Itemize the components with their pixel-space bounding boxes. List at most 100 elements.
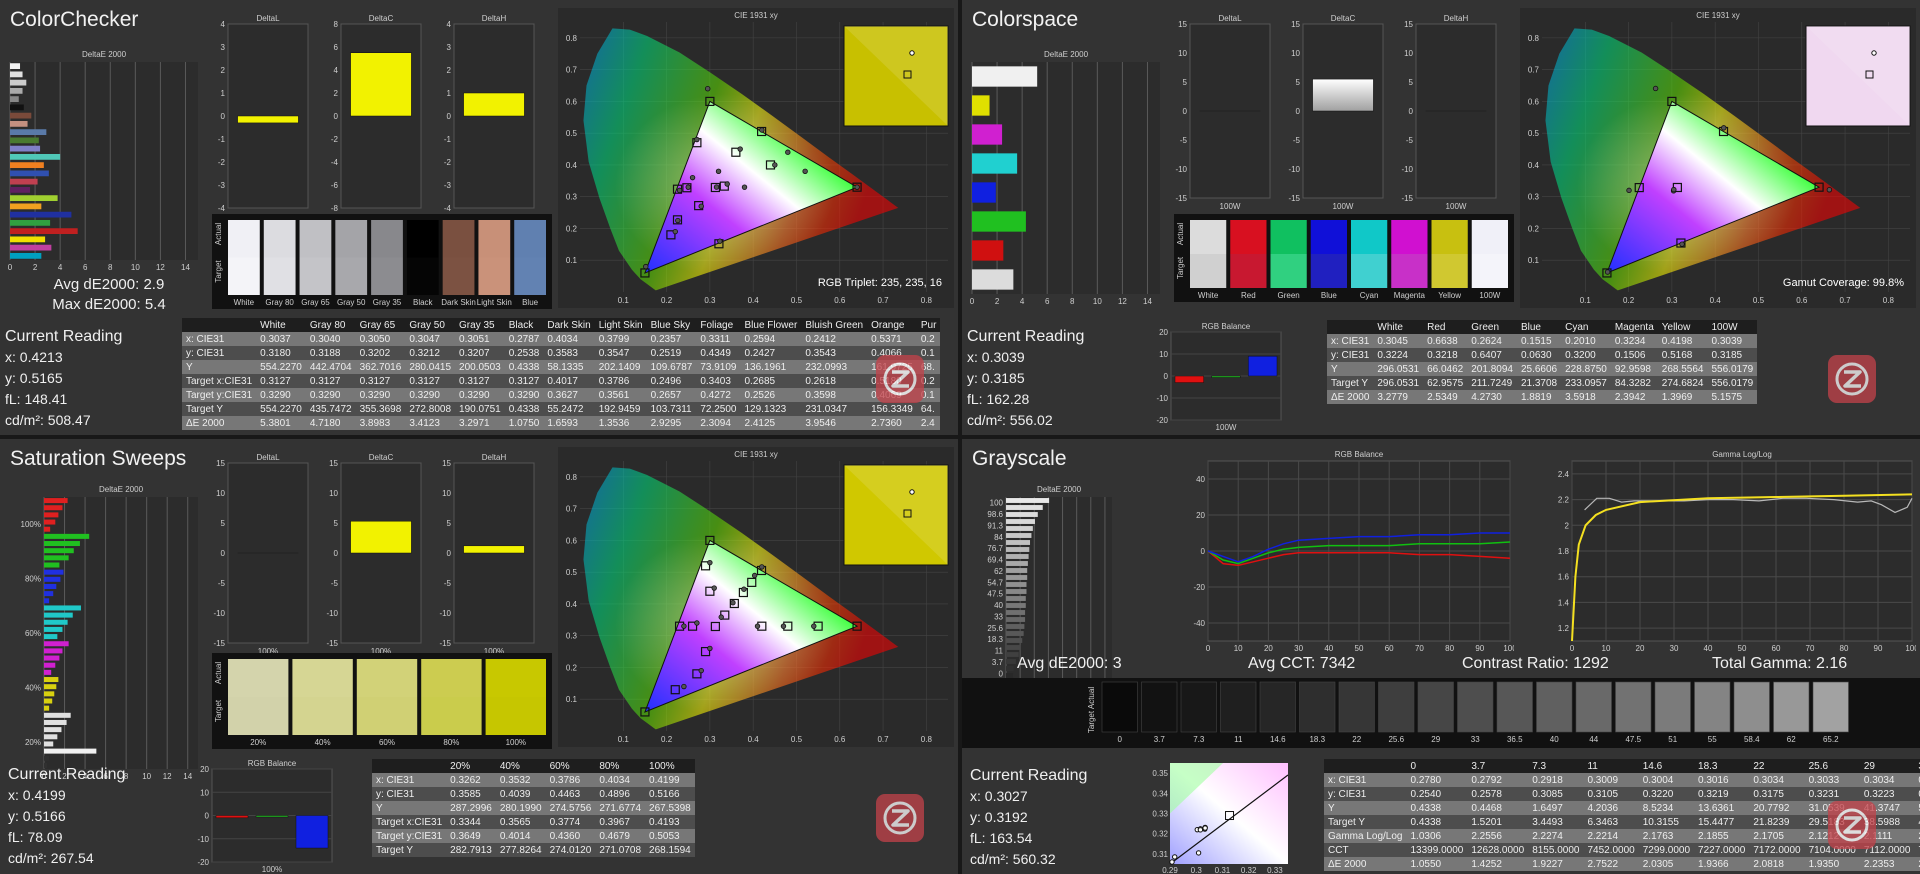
y-tick-label: 0.31 [1152, 850, 1168, 859]
table-cell: 287.2996 [450, 802, 492, 814]
target-marker [700, 646, 711, 657]
table-cell: 233.0957 [1565, 377, 1607, 389]
table-cell: 0.3180 [260, 347, 291, 359]
table-cell: 156.3349 [871, 403, 913, 415]
x-tick-label: 10 [1602, 644, 1611, 653]
x-tick-label: 0.4 [748, 735, 760, 744]
logo-z [1843, 370, 1862, 388]
y-tick-label: -4 [444, 204, 452, 212]
table-cell: 2.2214 [1587, 830, 1619, 842]
column-header: 80% [599, 760, 620, 772]
x-tick-label: 0.3 [704, 735, 716, 744]
deltae-bar [1006, 638, 1023, 643]
table-cell: 271.6774 [599, 802, 642, 814]
table-cell: 66.0462 [1427, 363, 1464, 375]
reading-fl: fL: 78.09 [8, 829, 63, 845]
gray-swatch-label: 25.6 [1388, 735, 1404, 744]
gray-swatch [1338, 681, 1375, 733]
x-tick-label: 0.4 [1710, 296, 1722, 305]
actual-marker [1626, 187, 1632, 194]
swatch-target [292, 697, 353, 735]
deltae-bar [44, 655, 60, 661]
table-cell: 2.2274 [1532, 830, 1563, 842]
deltae-bar [1006, 652, 1019, 657]
cie-chart[interactable]: CIE 1931 xy 0.1 0.2 0.3 0.4 0.5 0.6 0.7 0.8 0.1 0.… [558, 447, 954, 747]
logo-watermark [1828, 355, 1876, 403]
deltae-bar [44, 648, 63, 654]
table-cell: 0.1506 [1614, 349, 1646, 361]
y-tick-label: 0 [221, 549, 226, 558]
cie-chart[interactable]: CIE 1931 xy 0.1 0.2 0.3 0.4 0.5 0.6 0.7 0.8 0.1 0.… [558, 8, 954, 308]
y-tick-label: -1 [444, 135, 452, 144]
logo-ring [1835, 808, 1869, 842]
actual-marker [698, 667, 704, 674]
y-tick-label: 0.5 [1528, 129, 1540, 138]
table-cell: 200.0503 [459, 361, 501, 373]
actual-marker [811, 623, 817, 629]
x-tick-label: 0.7 [877, 296, 889, 305]
gray-swatch-label: 22 [1352, 735, 1361, 744]
table-row: ΔE 2000 3.2779 2.5349 4.2730 1.8819 3.5918 2.3… [1327, 390, 1758, 404]
deltae-bar [1006, 554, 1029, 559]
column-header: 25.6 [1808, 760, 1829, 772]
reading-x: x: 0.4199 [8, 787, 66, 803]
table-cell: 0.2578 [1471, 788, 1502, 800]
swatch-strip[interactable]: Target Actual White Gray 80 Gray 65 Gray 50 Gr… [212, 214, 552, 309]
cie-title: CIE 1931 xy [734, 11, 778, 20]
deltae-bar [1006, 645, 1021, 650]
table-cell: 1.9350 [1808, 858, 1840, 870]
table-cell: 0.3262 [450, 774, 481, 786]
table-row: Y 287.2996 280.1990 274.5756 271.6774 267.539… [372, 801, 695, 815]
deltae-bar [972, 124, 1003, 145]
actual-marker [643, 263, 649, 270]
column-header: White [260, 319, 286, 331]
column-header [372, 759, 446, 773]
summary-contrast: Contrast Ratio: 1292 [1462, 655, 1609, 673]
y-tick-label: 25.6 [987, 624, 1003, 633]
x-tick-label: 10 [142, 772, 151, 781]
rgb-balance-bar [1211, 375, 1241, 378]
table-cell: 58.1335 [547, 361, 584, 373]
y-tick-label: 0 [334, 549, 339, 558]
actual-marker [715, 168, 722, 174]
table-cell: 52.1360 [1914, 801, 1920, 815]
x-tick-label: 12 [163, 772, 172, 781]
x-tick-label: 100 [1503, 644, 1514, 653]
deltae-bar [10, 79, 27, 86]
swatch-strip[interactable]: Target Actual 20% 40% 60% 80% 100% [212, 653, 552, 749]
table-cell: 554.2270 [260, 361, 302, 373]
reading-fl: fL: 163.54 [970, 830, 1033, 846]
deltae-bar [1006, 526, 1033, 531]
y-tick-label: 15 [329, 459, 338, 468]
y-tick-label: 0.7 [566, 505, 578, 514]
y-tick-label: 47.5 [987, 590, 1003, 599]
table-cell: 0.3627 [547, 389, 578, 401]
column-header: Light Skin [598, 319, 643, 331]
deltae-bar [44, 548, 74, 554]
swatch-strip[interactable]: Target Actual White Red Green Blue Cyan Magenta… [1174, 214, 1514, 302]
deltae-bar [1006, 547, 1030, 552]
table-row: Target y:CIE31 0.3649 0.4014 0.4360 0.4679 0.… [372, 829, 695, 843]
y-tick-label: 2.4 [1558, 470, 1570, 479]
deltae-bar [44, 705, 50, 711]
table-cell: 2.0305 [1642, 858, 1674, 870]
zoom-inset [1805, 25, 1911, 127]
table-cell: 0.4349 [700, 347, 731, 359]
column-header: Blue Flower [744, 319, 798, 331]
gamut-triangle [644, 100, 859, 274]
table-cell: ΔE 2000 [1328, 858, 1367, 870]
deltae-bar [1006, 568, 1028, 573]
table-cell: 20.7792 [1753, 802, 1790, 814]
swatch-label: Red [1241, 291, 1256, 300]
saturation-sweeps-panel: Saturation Sweeps DeltaE 2000 0 2 4 6 8 10 12 14… [0, 439, 958, 874]
cie-chart[interactable]: CIE 1931 xy 0.1 0.2 0.3 0.4 0.5 0.6 0.7 0.8 0.1 0.… [1520, 8, 1916, 308]
y-tick-label: 0.7 [566, 66, 578, 75]
x-tick-label: 0.2 [661, 735, 673, 744]
table-cell: 1.4252 [1471, 858, 1502, 870]
table-row: y: CIE31 0.3180 0.3188 0.3202 0.3212 0.3207 0.… [182, 346, 941, 360]
delta-title: DeltaH [482, 14, 507, 23]
x-tick-label: 70 [1415, 644, 1424, 653]
swatch-target [228, 257, 260, 295]
swatch-label: Gray 35 [373, 298, 402, 307]
